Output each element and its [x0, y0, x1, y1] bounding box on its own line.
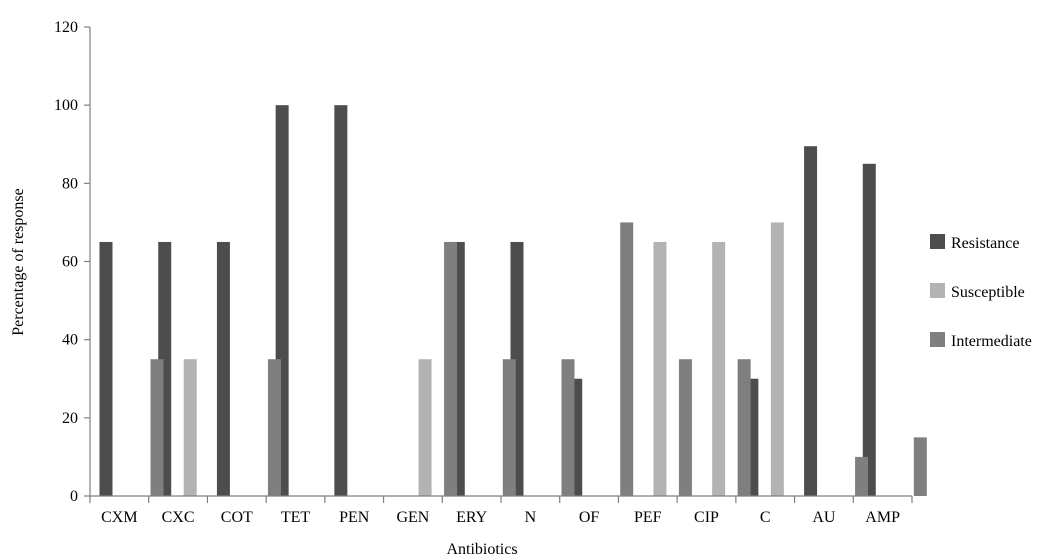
bar-intermediate-ery [502, 359, 516, 496]
legend-swatch-intermediate [930, 332, 945, 347]
legend-swatch-resistance [930, 234, 945, 249]
bars-group [99, 105, 927, 497]
bar-susceptible-cxc [183, 359, 197, 496]
legend-label-susceptible: Susceptible [951, 284, 1025, 301]
axes-group: 0 20 40 60 80 100 120 CXM CXC COT TET PEN GEN ERY N OF P… [54, 19, 913, 526]
x-tick-label: PEN [339, 509, 370, 526]
y-tick-label: 20 [62, 410, 78, 427]
bar-resistance-au [804, 146, 818, 496]
legend-label-intermediate: Intermediate [951, 333, 1032, 350]
x-tick-label: TET [281, 509, 311, 526]
bar-resistance-cot [216, 241, 230, 496]
x-tick-label: CXC [162, 509, 195, 526]
bar-intermediate-amp [913, 437, 927, 496]
bar-intermediate-cxm [150, 359, 164, 496]
x-axis-title: Antibiotics [446, 541, 517, 558]
x-tick-label: CXM [101, 509, 137, 526]
bar-intermediate-n [561, 359, 575, 496]
bar-resistance-pen [334, 105, 348, 497]
x-tick-label: PEF [634, 509, 662, 526]
y-axis-title: Percentage of response [10, 188, 27, 336]
x-tick-label: GEN [396, 509, 429, 526]
legend: Resistance Susceptible Intermediate [930, 234, 1032, 350]
bar-susceptible-cip [712, 241, 726, 496]
bar-intermediate-au [855, 456, 869, 496]
bar-susceptible-pef [653, 241, 667, 496]
x-tick-label: CIP [694, 509, 719, 526]
bar-intermediate-cip [737, 359, 751, 496]
bar-intermediate-pef [678, 359, 692, 496]
y-tick-label: 60 [62, 254, 78, 271]
y-tick-label: 80 [62, 175, 78, 192]
y-tick-label: 120 [54, 19, 78, 36]
bar-resistance-cxm [99, 241, 113, 496]
legend-swatch-susceptible [930, 283, 945, 298]
x-tick-label: C [760, 509, 771, 526]
y-tick-label: 40 [62, 332, 78, 349]
bar-resistance-amp [862, 163, 876, 496]
y-tick-label: 0 [70, 488, 78, 505]
legend-label-resistance: Resistance [951, 235, 1019, 252]
bar-intermediate-cot [267, 359, 281, 496]
bar-susceptible-c [770, 222, 784, 496]
y-tick-label: 100 [54, 97, 78, 114]
x-tick-label: AU [812, 509, 836, 526]
x-tick-label: N [525, 509, 537, 526]
x-tick-label: AMP [865, 509, 900, 526]
bar-intermediate-gen [444, 241, 458, 496]
x-tick-label: OF [579, 509, 600, 526]
x-tick-label: COT [221, 509, 253, 526]
bar-susceptible-gen [418, 359, 432, 496]
x-tick-label: ERY [456, 509, 488, 526]
bar-intermediate-of [620, 222, 634, 496]
